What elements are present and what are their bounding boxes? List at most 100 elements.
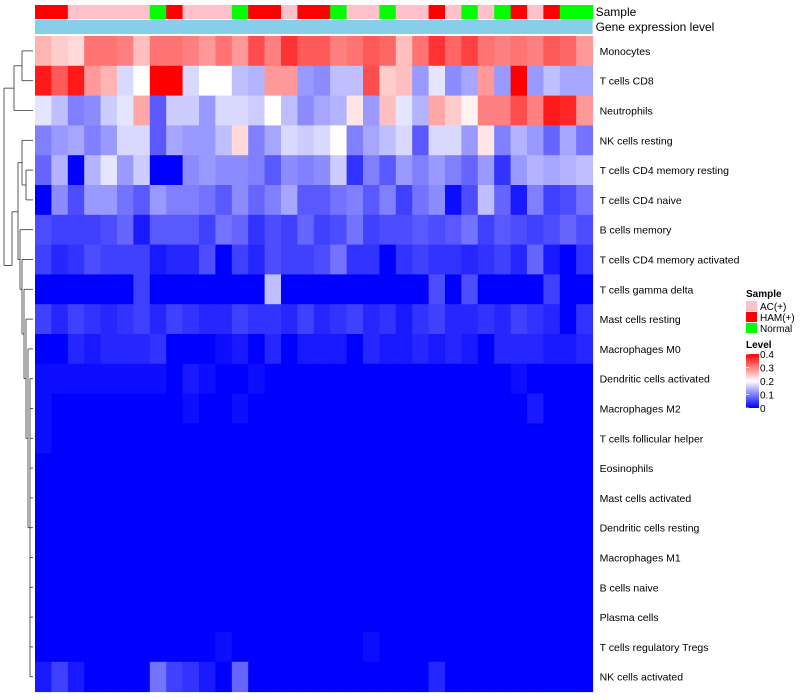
heatmap-cell bbox=[149, 512, 167, 544]
sample-annotation-cell bbox=[231, 5, 249, 19]
row-label: B cells naive bbox=[600, 582, 659, 594]
legend-swatch bbox=[746, 301, 757, 311]
heatmap-cell bbox=[559, 542, 577, 573]
heatmap-cell bbox=[281, 274, 298, 305]
heatmap-cell bbox=[166, 512, 184, 544]
heatmap-cell bbox=[297, 363, 315, 395]
row-label: Plasma cells bbox=[600, 612, 659, 624]
heatmap-cell bbox=[100, 304, 118, 335]
heatmap-cell bbox=[510, 244, 528, 275]
heatmap-cell bbox=[117, 661, 134, 693]
heatmap-cell bbox=[527, 542, 544, 573]
heatmap-cell bbox=[510, 661, 528, 693]
sample-annotation-cell bbox=[346, 5, 364, 19]
heatmap-cell bbox=[346, 65, 364, 97]
heatmap-cell bbox=[477, 483, 495, 514]
heatmap-cell bbox=[510, 274, 528, 305]
heatmap-cell bbox=[100, 602, 118, 633]
heatmap-cell bbox=[35, 542, 52, 573]
heatmap-cell bbox=[461, 36, 479, 67]
heatmap-cell bbox=[395, 542, 413, 573]
sample-annotation-cell bbox=[428, 5, 446, 19]
heatmap-cell bbox=[543, 334, 561, 365]
heatmap-cell bbox=[412, 542, 430, 573]
heatmap-cell bbox=[281, 36, 298, 67]
heatmap-cell bbox=[559, 453, 577, 484]
legend-level-tick-label: 0 bbox=[760, 404, 766, 415]
heatmap-cell bbox=[67, 214, 85, 246]
heatmap-cell bbox=[117, 95, 134, 126]
heatmap-cell bbox=[510, 393, 528, 424]
heatmap-cell bbox=[576, 334, 594, 365]
heatmap-cell bbox=[576, 423, 594, 454]
heatmap-cell bbox=[182, 274, 200, 305]
heatmap-cell bbox=[51, 185, 69, 216]
heatmap-cell bbox=[412, 483, 430, 514]
heatmap-cell bbox=[149, 155, 167, 186]
heatmap-cell bbox=[100, 572, 118, 603]
heatmap-cell bbox=[510, 155, 528, 186]
heatmap-cell bbox=[363, 36, 380, 67]
heatmap-cell bbox=[363, 244, 380, 275]
heatmap-cell bbox=[215, 36, 233, 67]
heatmap-cell bbox=[379, 185, 397, 216]
heatmap-cell bbox=[264, 453, 282, 484]
heatmap-cell bbox=[494, 65, 512, 97]
heatmap-cell bbox=[84, 65, 102, 97]
heatmap-cell bbox=[100, 125, 118, 156]
heatmap-cell bbox=[231, 423, 249, 454]
heatmap-cell bbox=[313, 214, 331, 246]
heatmap-cell bbox=[313, 155, 331, 186]
heatmap-cell bbox=[297, 661, 315, 693]
heatmap-cell bbox=[231, 512, 249, 544]
heatmap-cell bbox=[264, 65, 282, 97]
heatmap-cell bbox=[117, 185, 134, 216]
heatmap-cell bbox=[199, 304, 216, 335]
heatmap-cell bbox=[395, 512, 413, 544]
heatmap-cell bbox=[395, 393, 413, 424]
heatmap-cell bbox=[379, 483, 397, 514]
sample-annotation-cell bbox=[35, 5, 52, 19]
heatmap-cell bbox=[35, 363, 52, 395]
row-label: Mast cells activated bbox=[600, 493, 692, 505]
heatmap-cell bbox=[477, 632, 495, 663]
row-label: Macrophages M2 bbox=[600, 404, 681, 416]
heatmap-cell bbox=[576, 483, 594, 514]
row-label: Eosinophils bbox=[600, 463, 654, 475]
heatmap-cell bbox=[527, 214, 544, 246]
heatmap-cell bbox=[35, 95, 52, 126]
heatmap-cell bbox=[67, 483, 85, 514]
heatmap-cell bbox=[166, 483, 184, 514]
heatmap-cell bbox=[67, 125, 85, 156]
heatmap-cell bbox=[576, 363, 594, 395]
heatmap-cell bbox=[100, 155, 118, 186]
heatmap-cell bbox=[445, 274, 462, 305]
heatmap-cell bbox=[182, 214, 200, 246]
heatmap-cell bbox=[428, 334, 446, 365]
heatmap-cell bbox=[363, 65, 380, 97]
heatmap-cell bbox=[215, 363, 233, 395]
heatmap-cell bbox=[576, 244, 594, 275]
heatmap-cell bbox=[231, 661, 249, 693]
heatmap-cell bbox=[313, 393, 331, 424]
heatmap-cell bbox=[264, 542, 282, 573]
row-label: Macrophages M1 bbox=[600, 553, 681, 565]
heatmap-cell bbox=[297, 572, 315, 603]
heatmap-cell bbox=[395, 125, 413, 156]
heatmap-cell bbox=[363, 334, 380, 365]
heatmap-cell bbox=[297, 512, 315, 544]
heatmap-cell bbox=[100, 274, 118, 305]
sample-annotation-cell bbox=[297, 5, 315, 19]
heatmap-cell bbox=[559, 244, 577, 275]
heatmap-cell bbox=[199, 572, 216, 603]
heatmap-cell bbox=[313, 453, 331, 484]
heatmap-cell bbox=[559, 334, 577, 365]
heatmap-cell bbox=[477, 95, 495, 126]
heatmap-cell bbox=[166, 36, 184, 67]
heatmap-cell bbox=[133, 304, 151, 335]
heatmap-cell bbox=[395, 244, 413, 275]
heatmap-cell bbox=[379, 602, 397, 633]
heatmap-cell bbox=[166, 363, 184, 395]
heatmap-cell bbox=[84, 393, 102, 424]
heatmap-cell bbox=[576, 125, 594, 156]
